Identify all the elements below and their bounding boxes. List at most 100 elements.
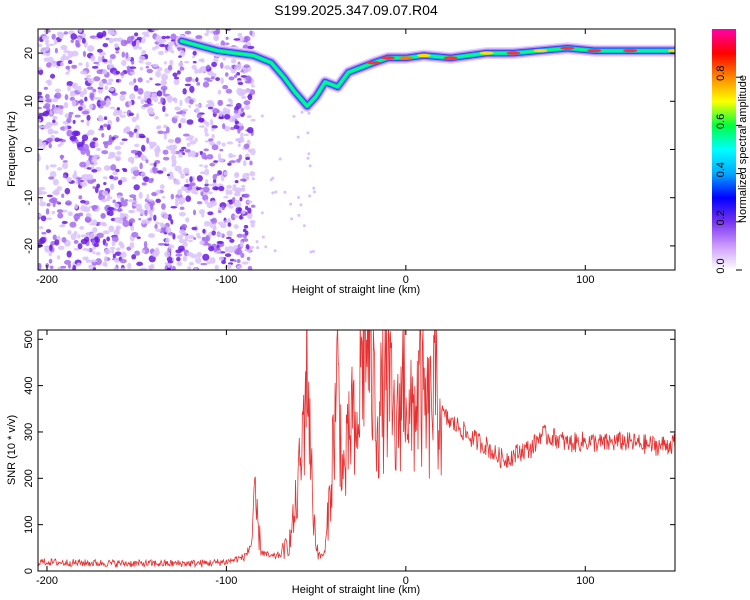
colorbar-ticks: 0.0 0.2 0.4 0.6 0.8 <box>715 66 742 274</box>
noise-dot <box>222 107 228 114</box>
noise-dot <box>166 173 171 177</box>
spectrogram-y-tick-label: 20 <box>23 47 35 59</box>
noise-dot <box>172 72 178 78</box>
noise-dot <box>111 235 119 243</box>
noise-dot <box>71 64 78 69</box>
noise-dot <box>227 189 233 195</box>
noise-dot <box>247 265 253 270</box>
noise-dot <box>237 143 241 147</box>
noise-dot <box>250 222 255 228</box>
noise-dot <box>140 98 145 105</box>
noise-dot <box>184 30 192 35</box>
noise-dot <box>121 59 127 66</box>
noise-dot <box>119 91 127 95</box>
noise-dot <box>243 133 249 137</box>
noise-dot <box>289 202 293 206</box>
noise-dot <box>242 44 249 50</box>
noise-dot <box>59 224 65 228</box>
noise-dot <box>39 236 46 244</box>
noise-dot <box>73 213 81 220</box>
noise-dot <box>93 76 101 82</box>
noise-dot <box>241 209 246 215</box>
noise-dot <box>108 134 113 142</box>
noise-dot <box>236 158 241 163</box>
noise-dot <box>102 58 108 63</box>
noise-dot <box>82 50 87 57</box>
noise-dot <box>229 238 235 243</box>
noise-dot <box>177 234 184 240</box>
noise-dot <box>65 65 71 70</box>
noise-dot <box>241 261 249 265</box>
noise-dot <box>179 66 185 71</box>
noise-dot <box>179 50 186 58</box>
noise-dot <box>53 39 58 45</box>
noise-dot <box>117 207 122 213</box>
noise-dot <box>80 238 88 245</box>
noise-dot <box>38 106 43 110</box>
noise-dot <box>211 144 219 151</box>
noise-dot <box>135 131 140 139</box>
noise-dot <box>122 168 128 173</box>
noise-dot <box>203 148 209 152</box>
noise-dot <box>81 110 90 115</box>
noise-dot <box>227 98 232 102</box>
noise-dot <box>172 144 178 150</box>
noise-dot <box>217 207 223 211</box>
noise-dot <box>38 226 44 230</box>
noise-dot <box>155 145 160 152</box>
noise-dot <box>223 114 231 120</box>
noise-dot <box>164 250 171 258</box>
noise-dot <box>137 77 143 83</box>
noise-dot <box>41 35 50 41</box>
noise-dot <box>121 51 126 58</box>
noise-dot <box>152 63 159 68</box>
noise-dot <box>218 116 225 120</box>
noise-dot <box>240 75 248 78</box>
snr-y-ticks: 0 100 200 300 400 500 <box>23 330 675 574</box>
noise-dot <box>115 247 121 252</box>
noise-dot <box>208 231 213 237</box>
noise-dot <box>240 187 244 191</box>
noise-dot <box>57 212 64 219</box>
noise-dot <box>192 209 197 216</box>
noise-dot <box>89 141 97 149</box>
noise-dot <box>297 195 301 199</box>
noise-dot <box>237 207 243 212</box>
noise-dot <box>86 86 94 90</box>
noise-dot <box>135 113 140 120</box>
noise-dot <box>206 100 214 104</box>
spectrogram-y-tick-label: 10 <box>23 95 35 107</box>
noise-dot <box>86 77 93 82</box>
noise-dot <box>230 126 235 131</box>
noise-dot <box>124 199 129 202</box>
noise-dot <box>237 36 245 43</box>
noise-dot <box>237 140 245 143</box>
noise-dot <box>119 94 126 102</box>
noise-dot <box>167 213 172 221</box>
noise-dot <box>128 81 135 86</box>
noise-dot <box>108 78 114 83</box>
noise-dot <box>38 189 43 196</box>
noise-dot <box>190 150 197 158</box>
noise-dot <box>141 182 147 186</box>
noise-dot <box>283 190 287 194</box>
noise-dot <box>107 120 113 126</box>
noise-dot <box>231 196 236 204</box>
noise-dot <box>109 58 113 65</box>
noise-dot <box>222 84 229 90</box>
noise-dot <box>149 112 155 115</box>
noise-dot <box>105 82 113 86</box>
noise-dot <box>140 171 146 176</box>
noise-dot <box>139 162 143 170</box>
noise-dot <box>233 38 241 41</box>
noise-dot <box>223 195 229 199</box>
noise-dot <box>211 230 216 236</box>
noise-dot <box>49 164 57 168</box>
noise-dot <box>116 109 123 116</box>
noise-dot <box>224 72 229 77</box>
noise-dot <box>51 210 56 215</box>
noise-dot <box>126 36 134 44</box>
noise-dot <box>278 157 282 161</box>
noise-dot <box>165 227 172 234</box>
noise-dot <box>226 141 234 145</box>
